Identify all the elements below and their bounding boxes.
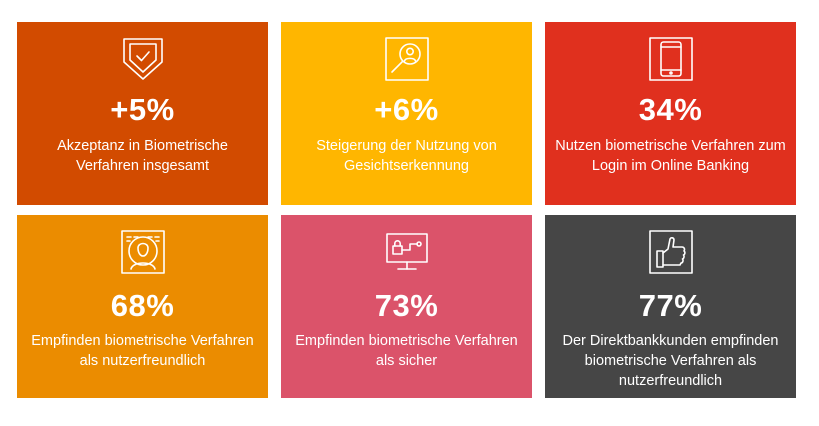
face-binary-icon (116, 225, 170, 279)
stat-description: Akzeptanz in Biometrische Verfahren insg… (57, 138, 228, 174)
stat-value: +6% (374, 92, 439, 127)
stat-tile-acceptance: +5% Akzeptanz in Biometrische Verfahren … (17, 22, 268, 205)
monitor-lock-icon (380, 225, 434, 279)
thumbs-up-icon (644, 225, 698, 279)
stat-value: +5% (110, 92, 175, 127)
smartphone-icon (644, 32, 698, 86)
stat-description: Empfinden biometrische Verfahren als nut… (31, 333, 254, 369)
face-search-icon (380, 32, 434, 86)
stat-description: Der Direktbankkunden empfinden biometris… (562, 333, 779, 389)
stat-value: 34% (638, 92, 703, 127)
stat-description: Nutzen biometrische Verfahren zum Login … (555, 138, 786, 174)
stat-tile-online-banking-login: 34% Nutzen biometrische Verfahren zum Lo… (545, 22, 796, 205)
shield-check-icon (116, 32, 170, 86)
stat-tile-security: 73% Empfinden biometrische Verfahren als… (281, 215, 532, 398)
stat-value: 77% (638, 288, 703, 323)
stat-description: Steigerung der Nutzung von Gesichtserken… (316, 138, 497, 174)
stat-tile-user-friendly: 68% Empfinden biometrische Verfahren als… (17, 215, 268, 398)
stat-description: Empfinden biometrische Verfahren als sic… (295, 333, 518, 369)
stat-value: 73% (374, 288, 439, 323)
stat-tile-face-recognition: +6% Steigerung der Nutzung von Gesichtse… (281, 22, 532, 205)
stat-value: 68% (110, 288, 175, 323)
stat-tile-direct-bank: 77% Der Direktbankkunden empfinden biome… (545, 215, 796, 398)
